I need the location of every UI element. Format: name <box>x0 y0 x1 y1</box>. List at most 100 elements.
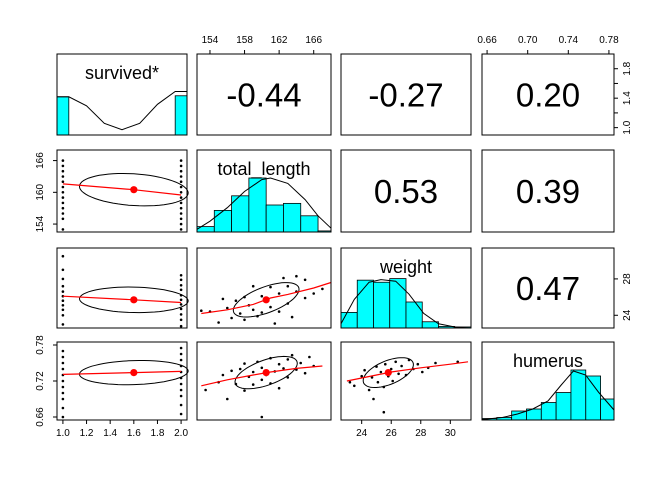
data-point <box>251 308 255 312</box>
data-point <box>179 206 183 210</box>
data-point <box>367 388 371 392</box>
correlation-value: 0.39 <box>516 173 580 210</box>
data-point <box>238 367 242 371</box>
histogram-bar <box>373 281 391 329</box>
data-point <box>243 318 246 322</box>
data-point <box>61 191 65 194</box>
data-point <box>243 362 246 365</box>
data-point <box>308 355 311 359</box>
data-point <box>363 368 366 372</box>
histogram-layer <box>56 91 615 421</box>
data-point <box>389 367 393 371</box>
correlation-value: 0.47 <box>516 270 580 307</box>
data-point <box>61 228 65 231</box>
data-point <box>416 362 420 366</box>
loess-fit-line <box>346 361 469 382</box>
data-point <box>382 410 386 414</box>
x-tick-label: 26 <box>386 428 398 439</box>
data-point <box>61 175 65 178</box>
data-point <box>286 376 290 379</box>
mean-point <box>130 369 138 377</box>
y-tick-label-right: 28 <box>622 273 633 285</box>
data-point <box>260 311 264 314</box>
data-point <box>277 310 281 313</box>
histogram-bar <box>356 279 374 329</box>
panel-frame-2-1 <box>196 247 332 329</box>
data-point <box>384 362 387 366</box>
correlation-ellipse <box>234 355 298 390</box>
data-point <box>179 394 183 398</box>
correlation-ellipse <box>78 173 189 207</box>
data-point <box>200 309 203 313</box>
axes-layer <box>53 50 618 424</box>
data-point <box>179 159 183 162</box>
x-tick-label-top: 162 <box>271 35 288 46</box>
histogram-bar <box>283 202 302 233</box>
data-point <box>397 372 400 376</box>
data-point <box>277 292 281 295</box>
data-point <box>179 403 183 407</box>
data-point <box>61 217 65 221</box>
x-tick-label-top: 0.78 <box>599 35 619 46</box>
x-tick-label: 1.2 <box>80 428 94 439</box>
x-tick-label: 1.0 <box>56 428 70 439</box>
data-point <box>379 370 383 374</box>
histogram-bar <box>174 95 188 136</box>
density-curve <box>481 370 615 420</box>
data-point <box>179 180 183 183</box>
data-point <box>179 217 183 221</box>
data-point <box>290 315 294 319</box>
data-point <box>61 254 65 258</box>
x-tick-label-top: 0.70 <box>518 35 538 46</box>
data-point <box>61 304 65 307</box>
data-point <box>179 196 183 199</box>
data-point <box>61 196 65 199</box>
panel-frame-0-1 <box>196 53 332 136</box>
panel-frame-3-2 <box>340 341 472 421</box>
mean-point <box>262 296 270 304</box>
histogram-bar <box>511 410 527 421</box>
mean-point <box>384 369 392 377</box>
data-point <box>61 379 65 383</box>
data-point <box>303 278 307 282</box>
correlation-value: 0.20 <box>516 77 580 114</box>
data-point <box>303 296 307 300</box>
data-point <box>179 318 183 322</box>
y-tick-label: 0.78 <box>35 335 46 355</box>
panel-frame-0-2 <box>340 53 472 136</box>
data-point <box>61 406 65 410</box>
data-point <box>61 206 65 210</box>
data-point <box>61 299 65 303</box>
data-point <box>217 321 220 324</box>
data-point <box>286 284 290 288</box>
data-point <box>251 383 255 386</box>
data-point <box>61 385 65 389</box>
data-point <box>61 277 65 281</box>
data-point <box>260 415 264 419</box>
data-point <box>243 389 246 392</box>
data-point <box>179 352 183 356</box>
data-point <box>277 386 281 390</box>
variable-name-label: weight <box>379 257 432 277</box>
x-tick-label-top: 0.66 <box>477 35 497 46</box>
data-point <box>179 412 183 416</box>
data-point <box>421 370 424 374</box>
data-point <box>277 362 281 366</box>
y-tick-label: 0.72 <box>35 371 46 391</box>
panel-frames <box>56 53 615 421</box>
data-point <box>179 288 183 292</box>
data-point <box>61 355 65 359</box>
mean-point <box>130 296 138 304</box>
data-point <box>179 298 183 302</box>
data-point <box>61 308 65 312</box>
density-curve <box>196 177 332 230</box>
data-point <box>179 307 183 311</box>
data-point <box>179 191 183 194</box>
correlation-value: -0.44 <box>226 77 301 114</box>
density-curve <box>340 279 472 329</box>
variable-name-label: total_length <box>217 159 310 180</box>
data-point <box>260 366 264 370</box>
y-tick-label: 160 <box>35 184 46 201</box>
variable-name-label: survived* <box>85 63 159 83</box>
